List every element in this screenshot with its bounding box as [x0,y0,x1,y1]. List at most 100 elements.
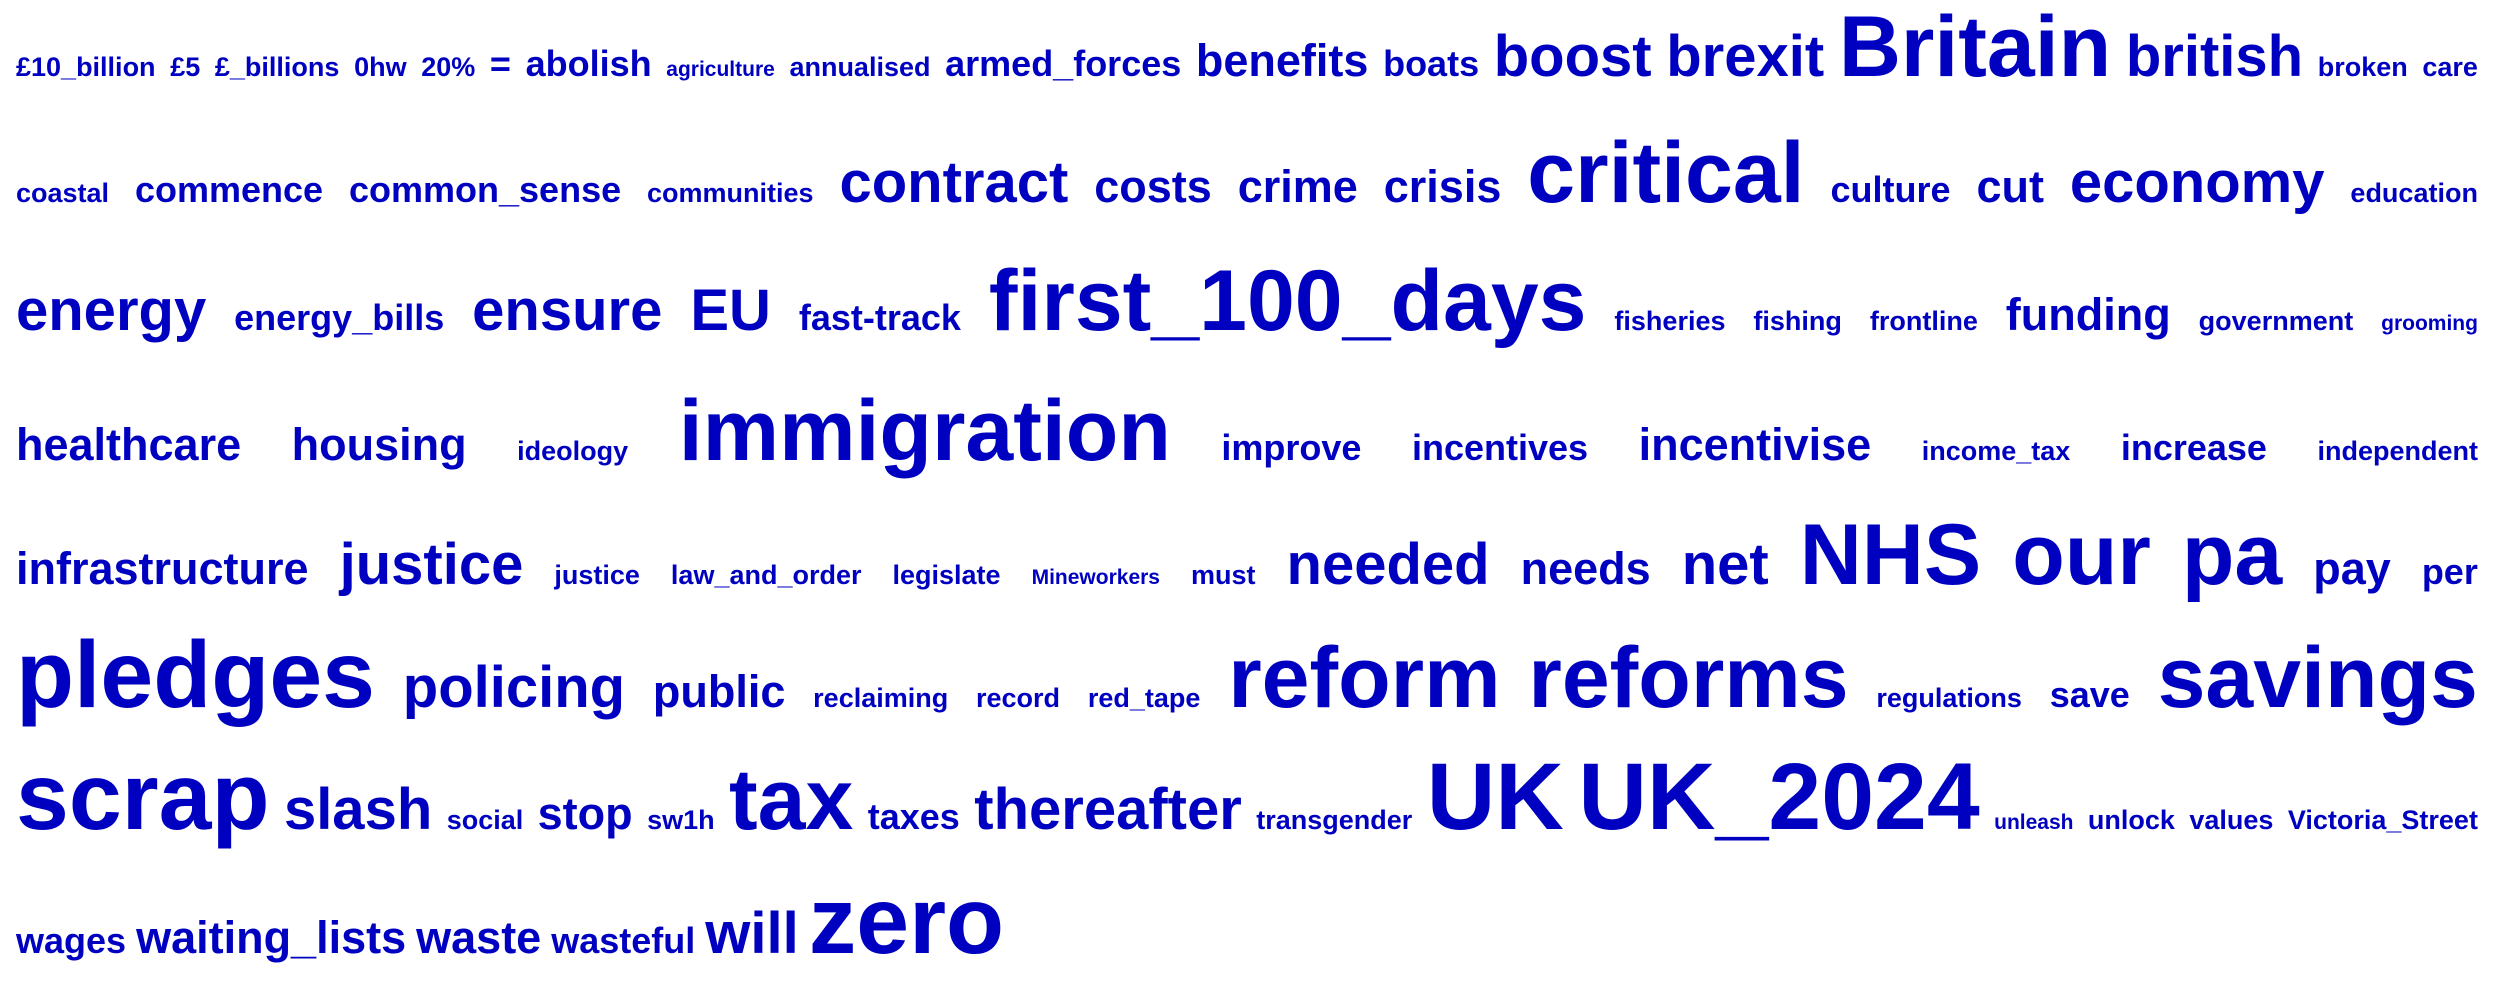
cloud-word: frontline [1869,306,1978,337]
cloud-word: housing [291,419,467,471]
cloud-word: £_billions [214,52,340,83]
cloud-word: £5 [170,52,201,83]
cloud-word: broken [2317,52,2408,83]
cloud-word: per [2421,551,2478,593]
cloud-word: brexit [1666,24,1825,90]
cloud-word: immigration [678,383,1171,480]
cloud-word: slash [283,776,433,842]
cloud-word: justice [554,560,640,591]
cloud-word: unlock [2087,804,2175,835]
cloud-word: taxes [867,795,960,837]
cloud-word: Britain [1838,0,2112,96]
cloud-word: Victoria_Street [2287,804,2478,835]
cloud-word: wages [16,919,127,961]
cloud-word: first_100_days [988,253,1587,350]
cloud-word: social [446,804,524,835]
cloud-word: healthcare [16,419,242,471]
cloud-word: public [652,665,786,717]
cloud-word: fast-track [798,297,961,339]
cloud-word: Mineworkers [1031,566,1160,590]
cloud-word: policing [402,654,626,720]
cloud-word: funding [2005,289,2171,341]
cloud-word: = [489,43,511,85]
cloud-word: pledges [16,621,375,728]
word-cloud-row: healthcare housing ideology immigration impr… [16,388,2478,474]
cloud-word: tax [729,751,854,848]
cloud-word: reclaiming [813,682,949,713]
cloud-word: NHS [1799,507,1982,604]
cloud-word: care [2422,52,2478,83]
cloud-word: needed [1286,532,1490,598]
cloud-word: incentives [1411,427,1589,469]
cloud-word: savings [2157,629,2478,726]
cloud-word: abolish [525,43,652,85]
cloud-word: sw1h [647,804,715,835]
cloud-word: education [2350,178,2478,209]
cloud-word: boost [1493,24,1652,90]
cloud-word: independent [2317,436,2478,467]
cloud-word: justice [339,532,524,598]
cloud-word: infrastructure [16,543,309,595]
cloud-word: fisheries [1614,306,1726,337]
cloud-word: waiting_lists [136,911,407,963]
cloud-word: cut [1976,161,2044,213]
word-cloud-row: £10_billion £5 £_billions 0hw 20% = abolish agr… [16,4,2478,90]
word-cloud-row: infrastructure justice justice law_and_orde… [16,512,2478,598]
cloud-word: annualised [789,52,931,83]
cloud-word: scrap [16,743,270,850]
cloud-word: contract [839,150,1069,216]
cloud-word: 0hw [354,52,407,83]
word-cloud-row: energy energy_bills ensure EU fast-track firs… [16,258,2478,344]
cloud-word: crisis [1383,161,1502,213]
cloud-word: fishing [1753,306,1842,337]
cloud-word: british [2125,24,2304,90]
cloud-word: unleash [1994,810,2074,834]
cloud-word: grooming [2381,312,2478,336]
word-cloud-row: coastal commence common_sense communities co… [16,130,2478,216]
cloud-word: waste [416,911,542,963]
cloud-word: culture [1830,169,1951,211]
cloud-word: economy [2069,150,2325,216]
cloud-word: stop [537,787,633,839]
cloud-word: transgender [1256,804,1413,835]
cloud-word: pa [2181,507,2283,604]
cloud-word: communities [647,178,814,209]
cloud-word: must [1191,560,1256,591]
cloud-word: pay [2313,543,2391,595]
cloud-word: critical [1527,125,1805,222]
cloud-word: improve [1221,427,1362,469]
cloud-word: £10_billion [16,52,156,83]
cloud-word: legislate [892,560,1001,591]
cloud-word: energy_bills [234,297,445,339]
cloud-word: agriculture [666,58,775,82]
cloud-word: net [1681,532,1769,598]
cloud-word: ideology [517,436,629,467]
cloud-word: income_tax [1921,436,2071,467]
cloud-word: ensure [472,278,663,344]
cloud-word: law_and_order [670,560,862,591]
cloud-word: boats [1383,43,1480,85]
cloud-word: reforms [1528,629,1849,726]
cloud-word: save [2049,673,2130,715]
cloud-word: our [2012,507,2151,604]
cloud-word: values [2189,804,2274,835]
cloud-word: crime [1237,161,1358,213]
cloud-word: zero [808,867,1005,974]
cloud-word: needs [1520,543,1651,595]
cloud-word: regulations [1876,682,2022,713]
cloud-word: common_sense [349,169,622,211]
cloud-word: UK_2024 [1578,743,1980,850]
cloud-word: record [976,682,1061,713]
cloud-word: thereafter [974,776,1242,842]
cloud-word: will [705,900,799,966]
cloud-word: costs [1094,161,1212,213]
cloud-word: commence [134,169,324,211]
cloud-word: 20% [421,52,476,83]
cloud-word: government [2198,306,2354,337]
cloud-word: wasteful [551,919,696,961]
cloud-word: energy [16,278,207,344]
cloud-word: reform [1228,629,1501,726]
cloud-word: UK [1426,743,1564,850]
word-cloud-row: pledges policing public reclaiming record red… [16,621,2478,728]
